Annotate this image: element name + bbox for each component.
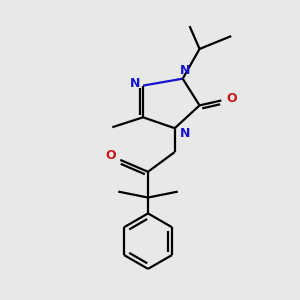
Text: N: N xyxy=(179,127,190,140)
Text: O: O xyxy=(105,149,116,162)
Text: N: N xyxy=(130,77,140,90)
Text: O: O xyxy=(226,92,237,105)
Text: N: N xyxy=(179,64,190,77)
